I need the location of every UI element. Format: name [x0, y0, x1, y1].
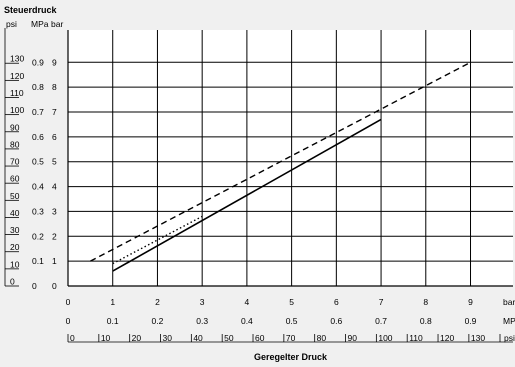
x-tick-psi: 50 [224, 333, 234, 343]
y-unit-label-mpa: MPa [31, 19, 49, 29]
y-tick-bar: 1 [52, 256, 57, 266]
y-tick-bar: 5 [52, 157, 57, 167]
y-tick-psi: 30 [10, 225, 20, 235]
x-tick-bar: 3 [200, 297, 205, 307]
x-tick-psi: 80 [317, 333, 327, 343]
x-tick-psi: 70 [286, 333, 296, 343]
x-tick-bar: 4 [245, 297, 250, 307]
y-tick-psi: 20 [10, 242, 20, 252]
y-tick-psi: 120 [10, 71, 24, 81]
y-tick-mpa: 0.6 [32, 132, 44, 142]
x-unit-label-mpa: MPa [503, 316, 515, 326]
x-tick-bar: 0 [66, 297, 71, 307]
y-tick-psi: 80 [10, 139, 20, 149]
x-tick-mpa: 0.7 [375, 316, 387, 326]
x-tick-psi: 40 [193, 333, 203, 343]
x-tick-mpa: 0.9 [465, 316, 477, 326]
x-tick-mpa: 0.5 [286, 316, 298, 326]
x-tick-bar: 5 [289, 297, 294, 307]
y-tick-mpa: 0.3 [32, 206, 44, 216]
y-tick-mpa: 0.2 [32, 231, 44, 241]
y-unit-label-bar: bar [51, 19, 63, 29]
y-tick-bar: 8 [52, 82, 57, 92]
y-tick-mpa: 0.7 [32, 107, 44, 117]
x-tick-mpa: 0.4 [241, 316, 253, 326]
y-tick-bar: 9 [52, 57, 57, 67]
y-tick-mpa: 0.1 [32, 256, 44, 266]
y-tick-bar: 2 [52, 231, 57, 241]
y-tick-bar: 6 [52, 132, 57, 142]
y-tick-mpa: 0.8 [32, 82, 44, 92]
y-tick-bar: 3 [52, 206, 57, 216]
x-axis-label: Geregelter Druck [254, 352, 328, 362]
x-tick-mpa: 0.6 [330, 316, 342, 326]
y-tick-psi: 0 [10, 277, 15, 287]
x-tick-psi: 60 [255, 333, 265, 343]
series-line-dotted [112, 215, 203, 265]
y-tick-psi: 50 [10, 191, 20, 201]
y-tick-psi: 40 [10, 208, 20, 218]
x-tick-psi: 90 [348, 333, 358, 343]
y-tick-psi: 90 [10, 122, 20, 132]
y-tick-psi: 70 [10, 157, 20, 167]
x-tick-bar: 7 [379, 297, 384, 307]
x-tick-mpa: 0.2 [152, 316, 164, 326]
x-tick-bar: 9 [468, 297, 473, 307]
plot-area [68, 30, 513, 286]
x-tick-psi: 10 [101, 333, 111, 343]
y-tick-mpa: 0.9 [32, 57, 44, 67]
y-tick-mpa: 0.5 [32, 157, 44, 167]
y-tick-psi: 60 [10, 174, 20, 184]
y-tick-mpa: 0 [32, 281, 37, 291]
x-tick-psi: 20 [132, 333, 142, 343]
y-tick-psi: 10 [10, 259, 20, 269]
x-tick-mpa: 0.8 [420, 316, 432, 326]
x-tick-mpa: 0.3 [196, 316, 208, 326]
series-line-solid [112, 118, 382, 272]
x-tick-psi: 0 [70, 333, 75, 343]
x-tick-psi: 120 [440, 333, 454, 343]
x-tick-psi: 110 [409, 333, 423, 343]
y-tick-bar: 7 [52, 107, 57, 117]
x-tick-psi: 30 [163, 333, 173, 343]
chart-title: Steuerdruck [4, 5, 58, 15]
y-unit-label-psi: psi [6, 19, 17, 29]
x-tick-psi: 130 [471, 333, 485, 343]
y-tick-psi: 110 [10, 88, 24, 98]
y-tick-bar: 0 [52, 281, 57, 291]
x-unit-label-psi: psi [504, 333, 515, 343]
series-line-dashed [90, 61, 471, 262]
y-tick-bar: 4 [52, 182, 57, 192]
x-tick-bar: 2 [155, 297, 160, 307]
y-tick-psi: 100 [10, 105, 24, 115]
x-tick-mpa: 0 [66, 316, 71, 326]
x-unit-label-bar: bar [503, 297, 515, 307]
x-tick-psi: 100 [378, 333, 392, 343]
y-tick-psi: 130 [10, 54, 24, 64]
x-tick-bar: 6 [334, 297, 339, 307]
x-tick-mpa: 0.1 [107, 316, 119, 326]
x-tick-bar: 1 [110, 297, 115, 307]
x-tick-bar: 8 [423, 297, 428, 307]
y-tick-mpa: 0.4 [32, 182, 44, 192]
